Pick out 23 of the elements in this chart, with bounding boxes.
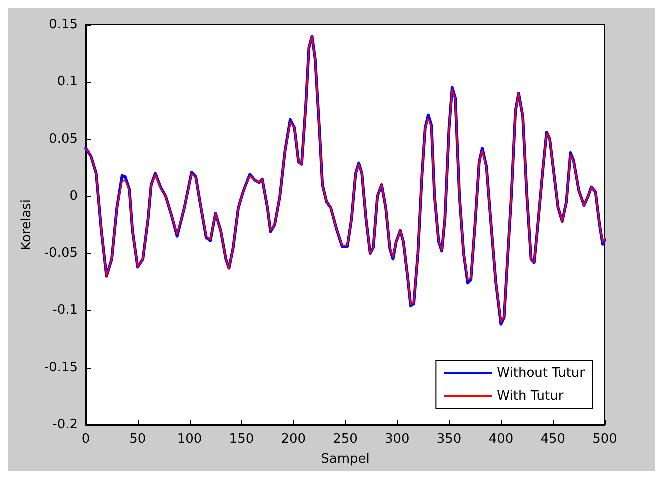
x-tick-label: 300 — [384, 432, 410, 447]
x-tick-label: 0 — [82, 432, 90, 447]
y-tick-label: -0.1 — [52, 303, 78, 318]
legend-label: With Tutur — [497, 389, 564, 404]
x-tick-label: 400 — [488, 432, 514, 447]
y-tick-label: 0.05 — [49, 132, 78, 147]
y-tick-label: -0.2 — [52, 418, 78, 432]
x-tick-label: 250 — [333, 432, 358, 447]
y-tick-label: 0.15 — [49, 18, 78, 32]
y-tick-label: -0.05 — [44, 246, 78, 262]
x-tick-label: 200 — [281, 432, 306, 447]
x-axis-title: Sampel — [321, 452, 370, 467]
y-tick-label: 0.1 — [57, 74, 78, 90]
y-tick-label: -0.15 — [44, 360, 78, 376]
x-tick-label: 450 — [540, 432, 566, 447]
x-tick-label: 350 — [436, 432, 462, 447]
x-tick-label: 50 — [130, 432, 146, 447]
y-axis-title: Korelasi — [19, 200, 34, 250]
y-tick-label: 0 — [70, 188, 78, 204]
x-tick-label: 100 — [177, 432, 202, 447]
x-tick-label: 150 — [229, 432, 254, 447]
legend-label: Without Tutur — [497, 366, 586, 381]
x-tick-label: 500 — [592, 432, 618, 447]
